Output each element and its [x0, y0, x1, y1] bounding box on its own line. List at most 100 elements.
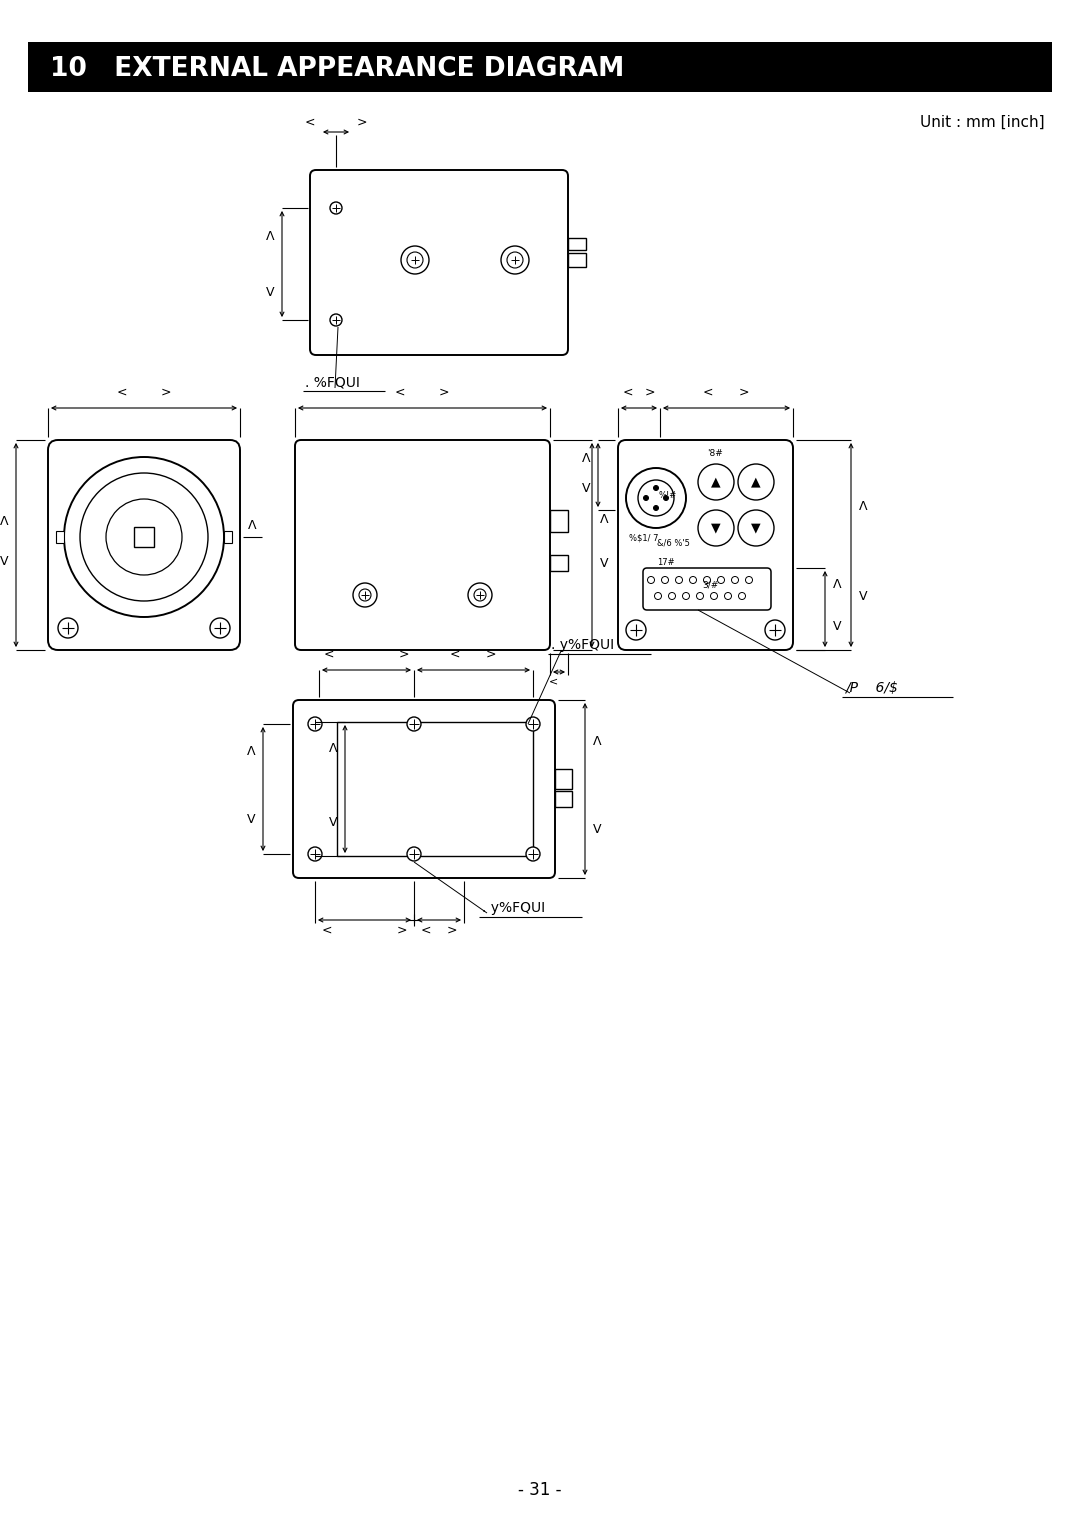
Text: Λ: Λ: [266, 229, 274, 243]
Text: V: V: [859, 590, 867, 604]
Text: <: <: [117, 387, 127, 399]
Circle shape: [359, 588, 372, 601]
Circle shape: [308, 847, 322, 860]
Bar: [555, 792, 572, 807]
Text: >: >: [645, 387, 656, 399]
Circle shape: [501, 246, 529, 274]
Text: <: <: [305, 116, 315, 128]
Bar: [568, 254, 586, 267]
Text: . y%FQUI: . y%FQUI: [482, 902, 545, 915]
Text: V: V: [599, 558, 608, 570]
Circle shape: [739, 593, 745, 599]
Circle shape: [697, 593, 703, 599]
Circle shape: [507, 252, 523, 267]
Circle shape: [80, 474, 208, 601]
Circle shape: [58, 617, 78, 639]
Text: 10   EXTERNAL APPEARANCE DIAGRAM: 10 EXTERNAL APPEARANCE DIAGRAM: [50, 57, 624, 83]
Text: Λ: Λ: [833, 578, 841, 591]
Text: <: <: [324, 648, 334, 662]
FancyBboxPatch shape: [310, 170, 568, 354]
Circle shape: [675, 576, 683, 584]
Bar: [337, 723, 534, 856]
Circle shape: [653, 486, 659, 490]
Circle shape: [526, 847, 540, 860]
Text: V: V: [0, 555, 9, 568]
Circle shape: [308, 717, 322, 730]
Circle shape: [526, 717, 540, 730]
Circle shape: [663, 495, 669, 501]
Text: ▲: ▲: [752, 475, 760, 489]
Text: Λ: Λ: [599, 513, 608, 526]
Text: Λ: Λ: [859, 500, 867, 513]
FancyBboxPatch shape: [293, 700, 555, 879]
Text: >: >: [438, 387, 449, 399]
Text: Λ: Λ: [246, 746, 255, 758]
Bar: [550, 510, 568, 532]
Circle shape: [745, 576, 753, 584]
Circle shape: [64, 457, 224, 617]
Circle shape: [210, 617, 230, 639]
Text: V: V: [582, 481, 591, 495]
Text: >: >: [356, 116, 367, 128]
Text: . %FQUI: . %FQUI: [305, 376, 360, 390]
Text: <: <: [322, 924, 333, 937]
Text: >: >: [161, 387, 172, 399]
Circle shape: [731, 576, 739, 584]
Text: <: <: [421, 924, 431, 937]
Circle shape: [711, 593, 717, 599]
Circle shape: [648, 576, 654, 584]
Circle shape: [654, 593, 661, 599]
Circle shape: [669, 593, 675, 599]
Text: Λ: Λ: [328, 743, 337, 755]
Text: <: <: [449, 648, 460, 662]
Bar: [28, 41, 1052, 92]
FancyBboxPatch shape: [618, 440, 793, 649]
Text: %$1/ 7: %$1/ 7: [630, 533, 659, 542]
Bar: [56, 532, 64, 542]
Text: Λ: Λ: [593, 735, 602, 749]
Circle shape: [703, 576, 711, 584]
Circle shape: [698, 510, 734, 545]
Bar: [550, 555, 568, 571]
Text: %!#: %!#: [659, 490, 677, 500]
Circle shape: [626, 620, 646, 640]
Circle shape: [725, 593, 731, 599]
Text: >: >: [739, 387, 750, 399]
Text: >: >: [486, 648, 496, 662]
Text: /P    6/$: /P 6/$: [845, 681, 897, 695]
Circle shape: [738, 465, 774, 500]
Text: >: >: [396, 924, 407, 937]
Bar: [555, 769, 572, 788]
Text: 3/#: 3/#: [702, 581, 718, 590]
Text: <: <: [623, 387, 633, 399]
Text: >: >: [399, 648, 409, 662]
Text: V: V: [328, 816, 337, 830]
Circle shape: [638, 480, 674, 516]
Text: <: <: [395, 387, 405, 399]
Circle shape: [717, 576, 725, 584]
Circle shape: [106, 500, 183, 575]
Text: V: V: [593, 824, 602, 836]
Bar: [224, 532, 232, 542]
Text: ▲: ▲: [712, 475, 720, 489]
Circle shape: [765, 620, 785, 640]
Text: ▼: ▼: [752, 521, 760, 535]
Circle shape: [330, 202, 342, 214]
Text: V: V: [833, 620, 841, 633]
Text: ▼: ▼: [712, 521, 720, 535]
Text: <: <: [549, 675, 557, 686]
Text: >: >: [447, 924, 457, 937]
Circle shape: [644, 495, 648, 501]
Circle shape: [689, 576, 697, 584]
Text: Λ: Λ: [0, 515, 9, 529]
Text: V: V: [246, 813, 255, 827]
Circle shape: [698, 465, 734, 500]
FancyBboxPatch shape: [48, 440, 240, 649]
Text: Λ: Λ: [247, 520, 256, 532]
Text: '8#: '8#: [707, 449, 723, 458]
Circle shape: [353, 584, 377, 607]
Bar: [568, 238, 586, 251]
Circle shape: [683, 593, 689, 599]
Circle shape: [330, 313, 342, 325]
Circle shape: [653, 506, 659, 510]
